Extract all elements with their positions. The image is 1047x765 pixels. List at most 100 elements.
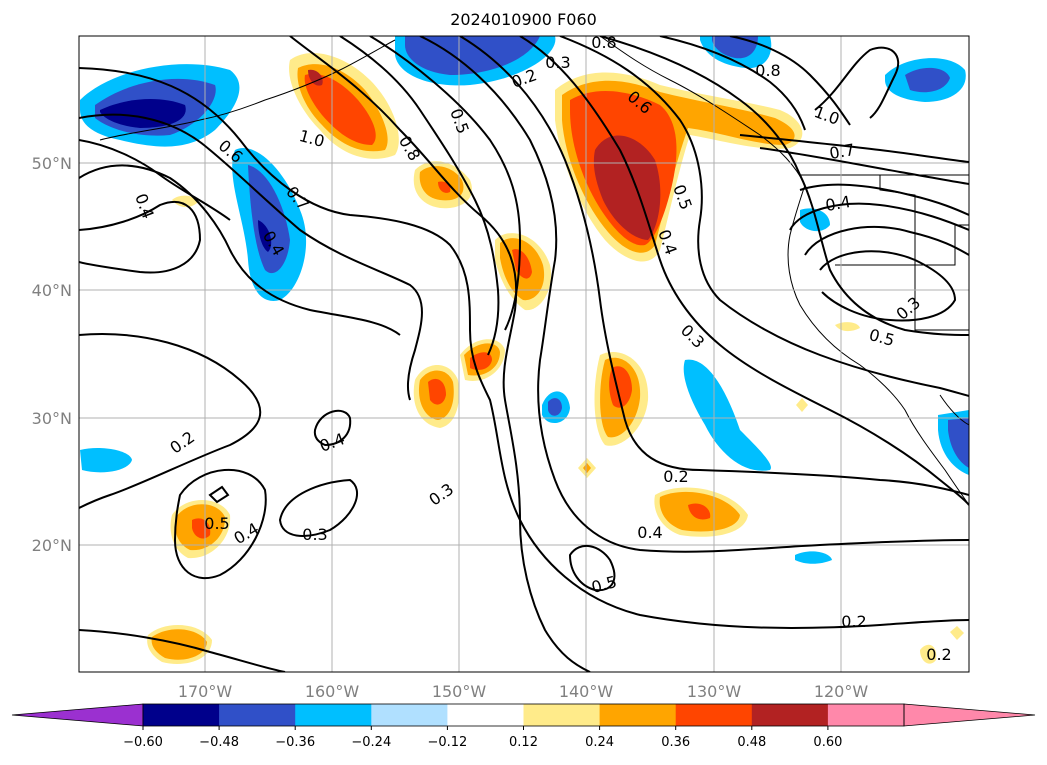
lat-label: 30°N [32, 409, 72, 428]
contour-label: 0.4 [637, 523, 662, 542]
contour-line [804, 226, 969, 256]
lat-label: 50°N [32, 154, 72, 173]
colorbar-bin [295, 704, 372, 726]
colorbar-bin [751, 704, 829, 726]
contour-line [519, 36, 969, 506]
contour-layer [79, 36, 969, 672]
positive-anomaly-region [950, 626, 964, 640]
contour-label: 0.5 [446, 106, 473, 136]
contour-line [79, 333, 262, 509]
contour-line [79, 164, 401, 336]
colorbar: −0.60 −0.48 −0.36 −0.24 −0.12 0.12 0.24 0.36 0.4… [11, 703, 1036, 750]
lat-label: 40°N [32, 281, 72, 300]
contour-label: 0.3 [425, 479, 457, 509]
positive-anomaly-region [796, 398, 808, 412]
colorbar-bin [219, 704, 296, 726]
colorbar-tick-label: −0.60 [123, 735, 163, 750]
contour-line [729, 36, 851, 126]
lon-label: 140°W [559, 682, 614, 701]
contour-label: 0.5 [204, 514, 229, 533]
contour-label: 0.7 [828, 140, 856, 163]
contour-line [173, 468, 267, 580]
lon-label: 170°W [178, 682, 233, 701]
colorbar-bin [827, 704, 905, 726]
contour-line [789, 202, 969, 231]
coastline [99, 39, 396, 141]
coastline [939, 394, 969, 426]
negative-anomaly-region [80, 448, 132, 473]
shaded-anomaly-layer [80, 36, 969, 664]
contour-line [79, 67, 969, 629]
colorbar-tick-label: −0.48 [199, 735, 239, 750]
contour-label: 0.4 [824, 192, 852, 215]
colorbar-tick-label: 0.60 [813, 735, 842, 750]
lon-label: 160°W [305, 682, 360, 701]
map-frame [78, 35, 970, 673]
contour-line [659, 36, 806, 131]
colorbar-bin [447, 704, 524, 726]
contour-line [278, 478, 359, 537]
negative-anomaly-region [795, 551, 832, 564]
contour-label: 0.3 [677, 321, 708, 352]
colorbar-bin [143, 704, 220, 726]
contour-line [559, 36, 969, 397]
colorbar-tick-label: −0.24 [351, 735, 391, 750]
contour-label-layer: 0.20.20.20.20.20.30.30.30.30.30.40.40.40… [131, 33, 951, 664]
contour-line [79, 139, 231, 221]
latitude-labels: 50°N 40°N 30°N 20°N [32, 154, 72, 555]
contour-line [599, 36, 969, 336]
contour-line [419, 36, 969, 553]
lat-label: 20°N [32, 536, 72, 555]
border-line [879, 175, 969, 266]
contour-line [369, 36, 522, 331]
contour-line [79, 113, 423, 401]
colorbar-bin [599, 704, 677, 726]
contour-label: 0.8 [395, 132, 424, 164]
contour-line [208, 485, 230, 504]
negative-anomaly-region [683, 359, 771, 471]
colorbar-bin [523, 704, 601, 726]
coastline-layer [99, 36, 969, 506]
contour-label: 0.8 [591, 33, 616, 52]
colorbar-tick-label: 0.24 [585, 735, 614, 750]
contour-label: 0.2 [166, 427, 198, 457]
contour-line [814, 46, 900, 119]
contour-line [289, 36, 591, 672]
contour-line [339, 36, 500, 356]
longitude-labels: 170°W 160°W 150°W 140°W 130°W 120°W [178, 682, 869, 701]
graticule [79, 36, 969, 672]
contour-label: 0.3 [302, 525, 327, 544]
contour-line [739, 134, 969, 163]
colorbar-tick-label: −0.36 [275, 735, 315, 750]
positive-anomaly-region [920, 644, 937, 664]
colorbar-tick-label: 0.36 [661, 735, 690, 750]
contour-label: 0.5 [669, 182, 696, 212]
colorbar-bin [675, 704, 753, 726]
positive-anomaly-region [835, 322, 860, 332]
map-title: 2024010900 F060 [450, 10, 597, 29]
contour-label: 0.3 [545, 53, 570, 72]
contour-line [819, 250, 957, 322]
colorbar-overflow-arrow [903, 703, 1036, 727]
contour-line [459, 36, 969, 496]
border-line [835, 264, 969, 331]
contour-label: 0.2 [841, 612, 866, 631]
contour-label: 0.2 [926, 645, 951, 664]
contour-line [79, 629, 286, 672]
lon-label: 150°W [432, 682, 487, 701]
colorbar-underflow-arrow [11, 703, 144, 727]
contour-line [313, 409, 352, 447]
colorbar-tick-label: −0.12 [427, 735, 467, 750]
contour-line [799, 183, 969, 216]
coastline [599, 36, 969, 506]
contour-label: 0.8 [755, 61, 780, 80]
positive-anomaly-region [172, 195, 198, 208]
lon-label: 130°W [687, 682, 742, 701]
colorbar-bin [371, 704, 448, 726]
contour-line [79, 200, 202, 274]
colorbar-tick-label: 0.48 [737, 735, 766, 750]
lon-label: 120°W [814, 682, 869, 701]
contour-line [568, 545, 616, 592]
colorbar-tick-label: 0.12 [509, 735, 538, 750]
